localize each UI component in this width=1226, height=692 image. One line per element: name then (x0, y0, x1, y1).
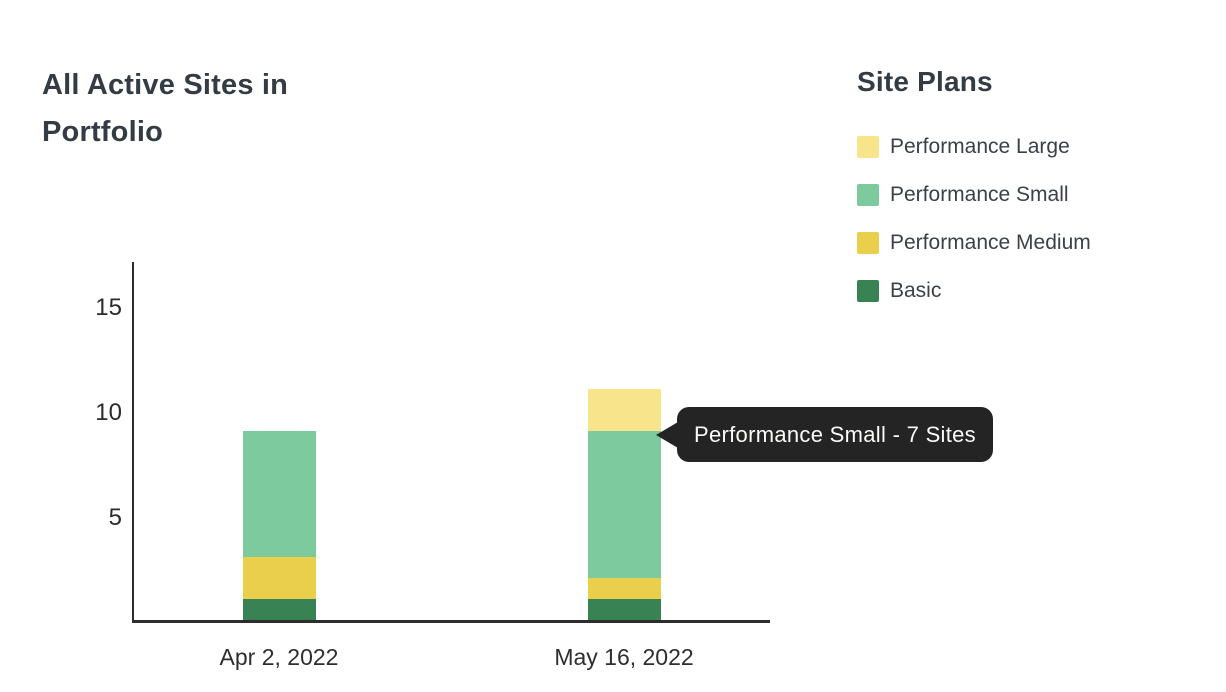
plot-area (132, 262, 770, 623)
legend-item[interactable]: Basic (857, 279, 1091, 302)
legend-item[interactable]: Performance Large (857, 135, 1091, 158)
x-axis-label: Apr 2, 2022 (219, 644, 339, 670)
legend-swatch-icon (857, 136, 879, 158)
legend: Site Plans Performance Large Performance … (857, 66, 1091, 328)
bar-column-apr-2-2022 (243, 431, 316, 620)
tooltip: Performance Small - 7 Sites (656, 407, 993, 462)
tooltip-box: Performance Small - 7 Sites (677, 407, 993, 462)
legend-items: Performance Large Performance Small Perfor… (857, 135, 1091, 302)
bar-segment-performance-medium[interactable] (588, 578, 661, 599)
legend-item[interactable]: Performance Small (857, 183, 1091, 206)
legend-swatch-icon (857, 280, 879, 302)
bar-segment-performance-small[interactable] (243, 431, 316, 557)
tooltip-arrow-icon (656, 421, 678, 448)
bar-segment-performance-large[interactable] (588, 389, 661, 431)
legend-item-label: Performance Small (890, 183, 1069, 206)
tooltip-text: Performance Small - 7 Sites (694, 421, 976, 447)
y-axis-tick-labels: 5 10 15 (56, 262, 122, 623)
bar-column-may-16-2022 (588, 389, 661, 620)
legend-item-label: Performance Medium (890, 231, 1091, 254)
x-axis-label: May 16, 2022 (554, 644, 694, 670)
y-tick-label: 15 (95, 294, 122, 321)
legend-swatch-icon (857, 184, 879, 206)
legend-swatch-icon (857, 232, 879, 254)
legend-title: Site Plans (857, 66, 993, 97)
legend-item-label: Basic (890, 279, 942, 302)
y-tick-label: 10 (95, 399, 122, 426)
bar-segment-basic[interactable] (588, 599, 661, 620)
legend-item[interactable]: Performance Medium (857, 231, 1091, 254)
bar-segment-performance-medium[interactable] (243, 557, 316, 599)
y-tick-label: 5 (108, 504, 122, 531)
legend-item-label: Performance Large (890, 135, 1070, 158)
chart-title: All Active Sites in Portfolio (42, 69, 289, 148)
bar-segment-performance-small[interactable] (588, 431, 661, 578)
bar-segment-basic[interactable] (243, 599, 316, 620)
